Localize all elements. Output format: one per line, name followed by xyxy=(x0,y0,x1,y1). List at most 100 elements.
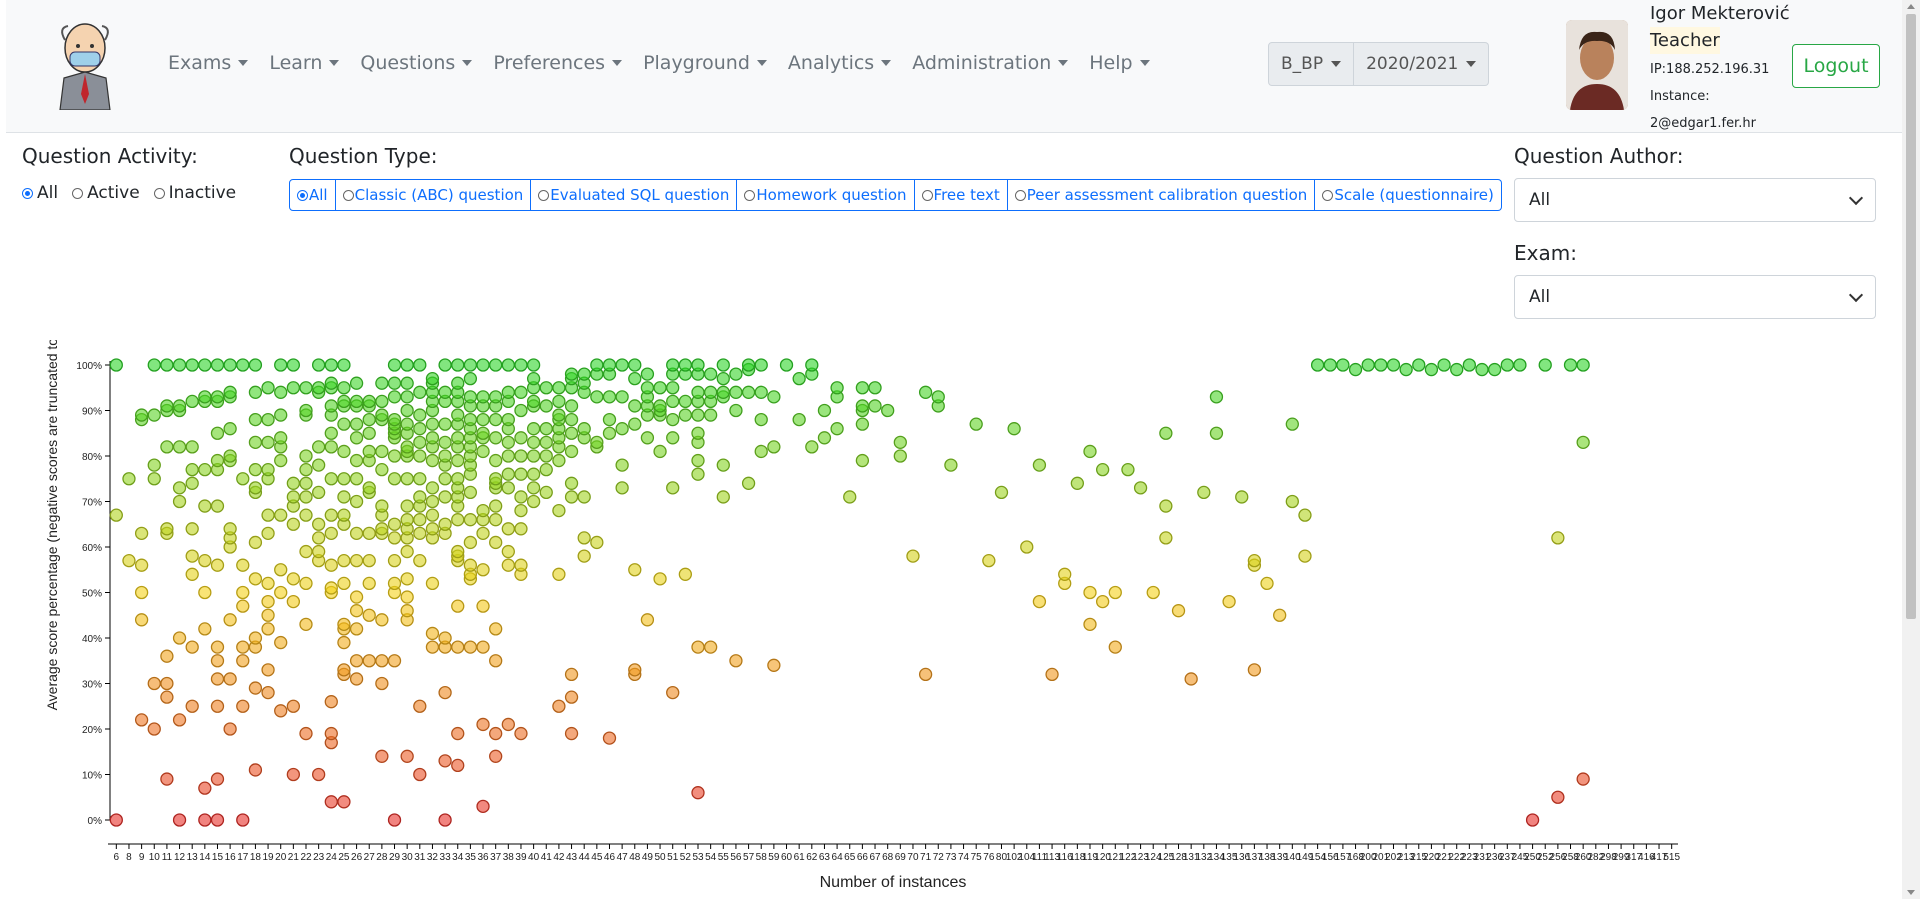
data-point[interactable] xyxy=(653,572,667,586)
data-point[interactable] xyxy=(666,431,680,445)
data-point[interactable] xyxy=(703,408,718,422)
data-point[interactable] xyxy=(1032,594,1047,609)
data-point[interactable] xyxy=(400,590,414,604)
data-point[interactable] xyxy=(931,390,945,404)
data-point[interactable] xyxy=(501,385,515,399)
data-point[interactable] xyxy=(337,635,351,650)
data-point[interactable] xyxy=(210,390,225,404)
data-point[interactable] xyxy=(236,585,250,600)
data-point[interactable] xyxy=(729,367,743,381)
data-point[interactable] xyxy=(539,399,553,413)
data-point[interactable] xyxy=(375,394,389,409)
data-point[interactable] xyxy=(476,717,490,732)
data-point[interactable] xyxy=(451,358,465,372)
data-point[interactable] xyxy=(261,412,275,427)
data-point[interactable] xyxy=(375,654,389,668)
data-point[interactable] xyxy=(1171,604,1186,618)
data-point[interactable] xyxy=(299,726,313,741)
data-point[interactable] xyxy=(906,549,920,563)
data-point[interactable] xyxy=(248,631,263,645)
data-point[interactable] xyxy=(198,813,212,827)
data-point[interactable] xyxy=(552,408,566,422)
data-point[interactable] xyxy=(261,508,275,522)
data-point[interactable] xyxy=(198,585,212,600)
data-point[interactable] xyxy=(311,767,326,782)
data-point[interactable] xyxy=(362,426,376,440)
data-point[interactable] xyxy=(236,599,250,613)
data-point[interactable] xyxy=(1209,426,1224,440)
data-point[interactable] xyxy=(881,403,895,418)
data-point[interactable] xyxy=(982,553,996,568)
data-point[interactable] xyxy=(425,576,440,591)
data-point[interactable] xyxy=(324,508,338,522)
data-point[interactable] xyxy=(185,522,199,536)
data-point[interactable] xyxy=(602,426,617,440)
data-point[interactable] xyxy=(223,672,237,686)
data-point[interactable] xyxy=(122,553,136,568)
data-point[interactable] xyxy=(413,526,427,541)
data-point[interactable] xyxy=(653,399,667,413)
data-point[interactable] xyxy=(969,417,983,431)
data-point[interactable] xyxy=(324,795,338,809)
data-point[interactable] xyxy=(274,408,288,422)
data-point[interactable] xyxy=(438,449,452,463)
data-point[interactable] xyxy=(489,654,503,668)
data-point[interactable] xyxy=(387,472,402,486)
data-point[interactable] xyxy=(324,558,338,572)
data-point[interactable] xyxy=(489,513,503,527)
data-point[interactable] xyxy=(577,549,591,563)
data-point[interactable] xyxy=(438,435,452,449)
data-point[interactable] xyxy=(1260,576,1274,591)
data-point[interactable] xyxy=(868,399,882,413)
data-point[interactable] xyxy=(691,640,705,654)
data-point[interactable] xyxy=(451,431,465,445)
data-point[interactable] xyxy=(236,472,250,486)
data-point[interactable] xyxy=(489,726,503,741)
data-point[interactable] xyxy=(438,685,452,700)
data-point[interactable] xyxy=(741,385,756,399)
data-point[interactable] xyxy=(628,399,642,413)
data-point[interactable] xyxy=(1133,481,1148,495)
data-point[interactable] xyxy=(236,358,250,372)
data-point[interactable] xyxy=(299,508,313,522)
data-point[interactable] xyxy=(375,613,389,627)
data-point[interactable] xyxy=(691,358,705,372)
data-point[interactable] xyxy=(1551,790,1565,804)
data-point[interactable] xyxy=(349,526,364,541)
nav-preferences-menu[interactable]: Preferences xyxy=(493,52,623,74)
data-point[interactable] xyxy=(451,544,465,559)
data-point[interactable] xyxy=(198,390,212,404)
data-point[interactable] xyxy=(1323,358,1337,372)
data-point[interactable] xyxy=(476,390,490,404)
data-point[interactable] xyxy=(564,726,579,741)
type-sql-option[interactable]: Evaluated SQL question xyxy=(531,179,738,211)
data-point[interactable] xyxy=(666,358,680,372)
data-point[interactable] xyxy=(223,358,237,372)
data-point[interactable] xyxy=(311,381,326,395)
data-point[interactable] xyxy=(451,758,465,773)
data-point[interactable] xyxy=(653,444,667,459)
data-point[interactable] xyxy=(425,431,440,445)
data-point[interactable] xyxy=(337,394,351,409)
data-point[interactable] xyxy=(691,385,705,399)
data-point[interactable] xyxy=(185,440,199,454)
data-point[interactable] xyxy=(501,717,515,732)
data-point[interactable] xyxy=(1576,435,1590,449)
data-point[interactable] xyxy=(501,522,515,536)
data-point[interactable] xyxy=(337,663,351,677)
data-point[interactable] xyxy=(552,503,566,518)
data-point[interactable] xyxy=(349,417,364,431)
data-point[interactable] xyxy=(526,394,541,409)
data-point[interactable] xyxy=(349,654,364,668)
data-point[interactable] xyxy=(438,417,452,431)
data-point[interactable] xyxy=(274,563,288,577)
data-point[interactable] xyxy=(1095,594,1110,609)
data-point[interactable] xyxy=(147,358,161,372)
data-point[interactable] xyxy=(324,376,338,390)
data-point[interactable] xyxy=(362,394,376,409)
data-point[interactable] xyxy=(185,394,199,409)
data-point[interactable] xyxy=(805,358,819,372)
data-point[interactable] xyxy=(134,526,149,541)
data-point[interactable] xyxy=(387,412,402,427)
data-point[interactable] xyxy=(400,544,414,559)
